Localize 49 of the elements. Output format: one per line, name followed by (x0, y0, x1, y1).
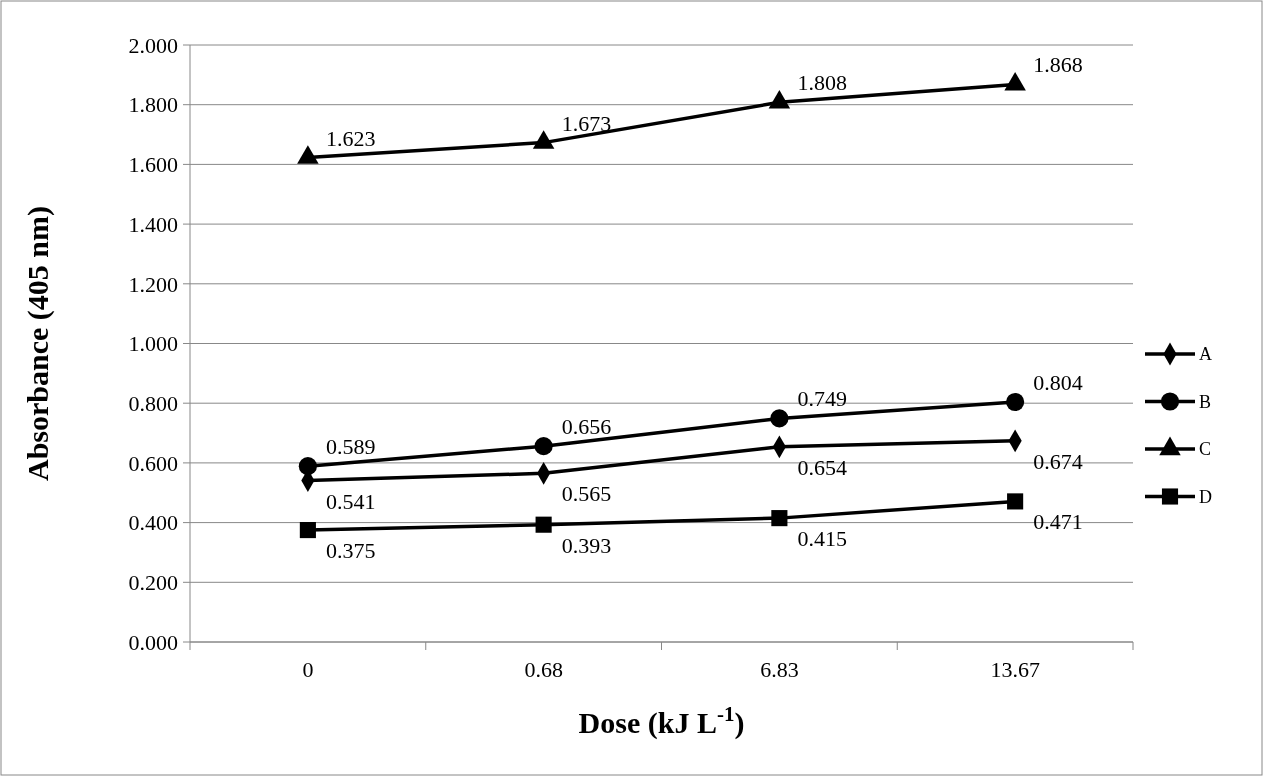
data-label: 0.471 (1033, 509, 1083, 535)
data-label: 0.393 (561, 532, 612, 558)
point (1004, 71, 1026, 91)
y-tick-label: 0.400 (128, 510, 178, 536)
y-tick-label: 0.000 (128, 629, 178, 655)
data-label: 1.868 (1033, 52, 1083, 78)
data-label: 0.804 (1033, 370, 1083, 396)
y-tick-label: 1.200 (128, 271, 178, 297)
data-label: 0.375 (325, 538, 376, 564)
y-tick-label: 2.000 (128, 32, 178, 58)
y-tick-label: 1.000 (128, 331, 178, 357)
y-tick-label: 0.200 (128, 570, 178, 595)
y-tick-label: 1.800 (128, 92, 178, 118)
y-axis-title: Absorbance (405 nm) (21, 206, 55, 481)
data-label: 0.541 (325, 488, 376, 514)
point (534, 437, 553, 456)
data-label: 0.589 (325, 434, 376, 460)
point (768, 89, 791, 109)
point (532, 130, 555, 149)
legend-label: D (1199, 486, 1212, 507)
data-label: 0.565 (561, 481, 612, 507)
data-label: 0.674 (1033, 448, 1083, 474)
point (770, 409, 789, 428)
legend-label: A (1199, 344, 1212, 365)
point (1006, 392, 1025, 412)
data-label: 0.415 (797, 526, 847, 552)
x-tick-label: 0.68 (524, 657, 563, 682)
data-label: 0.656 (561, 414, 612, 440)
point (299, 522, 316, 539)
data-label: 1.808 (797, 70, 847, 96)
y-tick-label: 0.800 (128, 390, 178, 416)
y-tick-label: 0.600 (128, 450, 178, 476)
point (535, 516, 552, 533)
x-tick-label: 6.83 (760, 657, 799, 682)
point (1007, 493, 1024, 510)
y-tick-label: 1.600 (128, 152, 178, 178)
y-tick-label: 1.400 (128, 211, 178, 237)
x-tick-label: 0 (302, 657, 314, 682)
legend-label: C (1199, 439, 1212, 460)
point (297, 145, 319, 164)
point (771, 510, 788, 527)
data-label: 0.749 (797, 386, 847, 412)
data-label: 0.654 (797, 454, 847, 480)
legend-label: B (1199, 391, 1212, 412)
x-axis-title: Dose (kJ L$^{-1}$) (578, 702, 745, 740)
data-label: 1.623 (325, 125, 376, 151)
data-label: 1.673 (561, 110, 612, 136)
x-tick-label: 13.67 (990, 657, 1040, 682)
point (298, 457, 317, 476)
